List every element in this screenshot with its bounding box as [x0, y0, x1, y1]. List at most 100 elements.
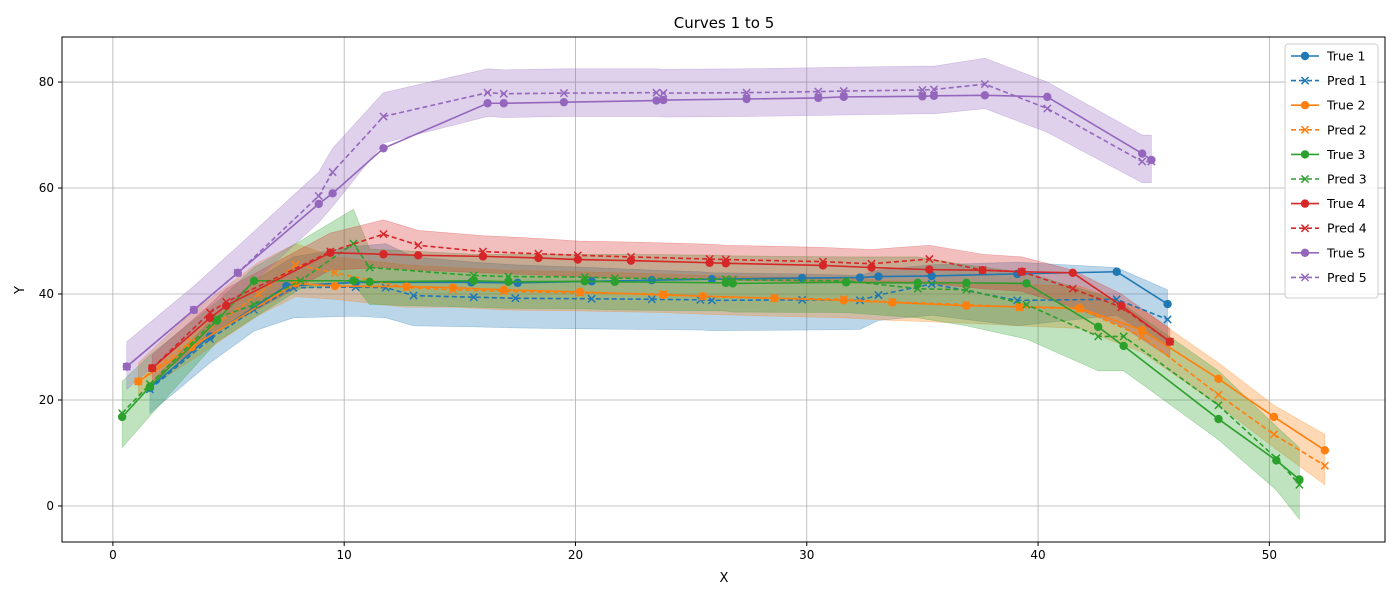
pred-point	[504, 272, 513, 281]
y-tick-label: 60	[39, 181, 54, 195]
pred-point	[499, 287, 508, 296]
band-series-5	[126, 57, 1152, 391]
true-point	[499, 99, 508, 108]
pred-point	[770, 294, 779, 303]
true-point	[379, 250, 388, 259]
true-point	[534, 253, 543, 263]
band-series-2	[138, 243, 1326, 486]
legend-marker	[1300, 174, 1310, 184]
x-tick-label: 10	[337, 548, 352, 562]
pred-line-4	[151, 233, 1171, 369]
legend-entry: True 1	[1326, 49, 1365, 64]
pred-point	[1138, 157, 1147, 166]
pred-point	[918, 85, 927, 95]
pred-point	[379, 229, 388, 239]
true-point	[647, 276, 656, 285]
series-4	[148, 229, 1175, 373]
pred-point	[659, 289, 668, 299]
true-point	[499, 285, 508, 294]
true-point	[1320, 446, 1330, 455]
true-point	[413, 251, 423, 260]
true-point	[742, 94, 751, 104]
pred-point	[647, 295, 656, 304]
true-point	[1043, 92, 1052, 102]
true-point	[559, 97, 569, 107]
series-lines	[117, 80, 1330, 489]
true-point	[1214, 414, 1223, 424]
pred-point	[888, 297, 897, 307]
true-point	[1163, 299, 1172, 309]
true-point	[580, 277, 589, 286]
pred-point	[365, 263, 374, 272]
pred-point	[839, 295, 848, 304]
pred-point	[818, 257, 828, 266]
legend-marker	[1300, 51, 1310, 61]
true-point	[1119, 341, 1128, 351]
pred-point	[328, 167, 337, 177]
true-point	[349, 276, 358, 285]
pred-point	[478, 247, 488, 256]
true-point	[1214, 374, 1223, 383]
true-point	[1093, 322, 1103, 332]
true-point	[839, 92, 848, 102]
pred-point	[1022, 300, 1031, 309]
true-point	[652, 96, 661, 105]
true-point	[814, 93, 823, 103]
pred-point	[222, 297, 231, 307]
legend-entry: Pred 1	[1327, 73, 1367, 88]
y-tick-label: 0	[46, 499, 54, 513]
true-point	[659, 95, 668, 105]
pred-point	[296, 276, 305, 285]
true-point	[927, 271, 936, 281]
pred-point	[721, 255, 730, 264]
pred-point	[980, 80, 989, 89]
pred-point	[925, 254, 934, 264]
pred-point	[1147, 157, 1156, 166]
pred-point	[814, 87, 823, 96]
pred-line-1	[149, 283, 1168, 391]
true-point	[855, 273, 865, 282]
pred-point	[978, 266, 987, 275]
pred-point	[573, 251, 582, 260]
legend-marker	[1300, 76, 1310, 85]
pred-point	[659, 89, 668, 98]
pred-point	[705, 254, 714, 264]
true-point	[1137, 325, 1147, 335]
pred-point	[1138, 332, 1147, 341]
y-axis-label: Y	[13, 286, 28, 295]
true-point	[478, 252, 488, 261]
pred-point	[499, 89, 508, 98]
pred-point	[148, 364, 157, 373]
axes: 0 10 20 30 40 50 0 20 40 60 80	[39, 36, 1386, 562]
pred-point	[652, 88, 661, 97]
pred-point	[1163, 315, 1172, 324]
pred-point	[249, 300, 259, 309]
true-point	[1295, 475, 1304, 484]
true-point	[504, 277, 513, 287]
legend-marker	[1300, 273, 1310, 282]
legend-marker	[1300, 224, 1310, 233]
true-line-1	[149, 270, 1169, 389]
true-point	[1068, 268, 1077, 278]
pred-point	[1272, 454, 1281, 463]
true-point	[205, 313, 215, 323]
pred-point	[927, 279, 936, 289]
pred-point	[314, 191, 323, 201]
pred-point	[1068, 284, 1077, 293]
pred-point	[254, 289, 263, 299]
pred-point	[448, 285, 458, 294]
true-point	[328, 189, 337, 198]
legend-marker	[1300, 101, 1310, 110]
pred-point	[1117, 303, 1126, 312]
pred-point	[587, 294, 596, 303]
x-tick-label: 0	[109, 548, 117, 562]
true-point	[1117, 301, 1126, 310]
pred-point	[212, 313, 222, 322]
pred-point	[1075, 304, 1084, 313]
true-point	[980, 91, 990, 100]
series-5	[122, 80, 1156, 371]
true-point	[929, 91, 939, 101]
true-point	[1147, 155, 1156, 165]
pred-point	[962, 285, 971, 294]
pred-point	[1295, 480, 1304, 489]
